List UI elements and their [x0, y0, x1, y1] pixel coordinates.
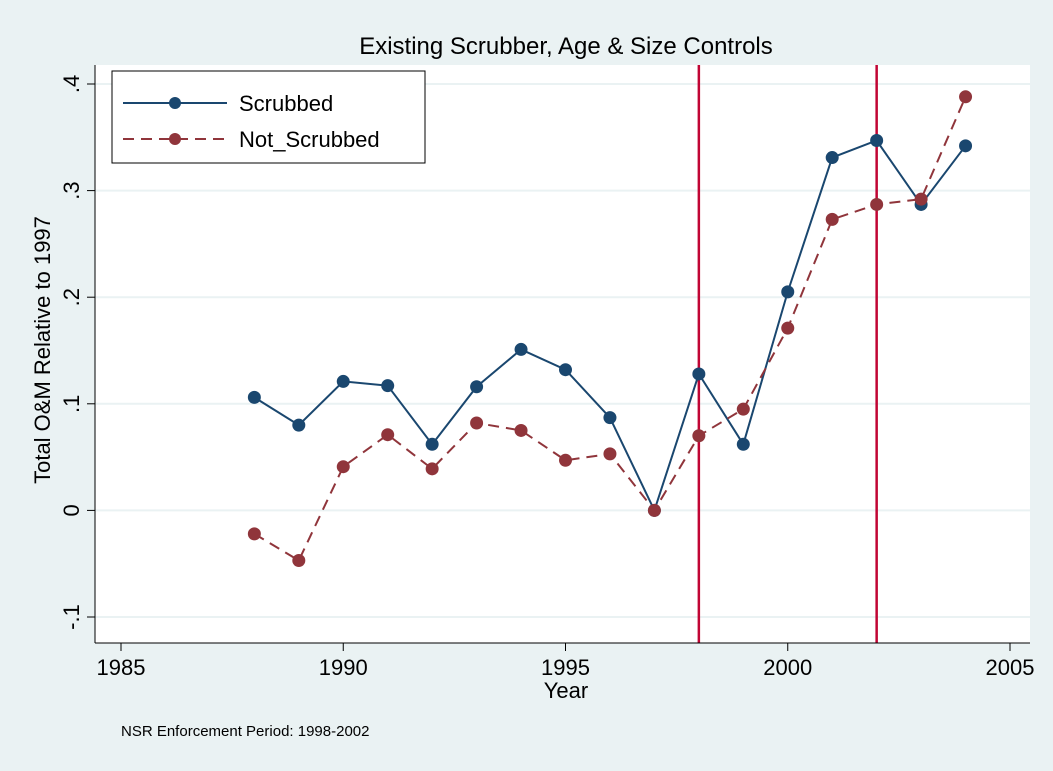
data-point-scrubbed [247, 390, 261, 404]
data-point-not-scrubbed [692, 429, 706, 443]
data-point-not-scrubbed [736, 402, 750, 416]
x-tick-label: 1995 [541, 655, 590, 680]
data-point-scrubbed [514, 342, 528, 356]
data-point-not-scrubbed [959, 90, 973, 104]
data-point-scrubbed [336, 374, 350, 388]
data-point-scrubbed [381, 379, 395, 393]
legend-label-not-scrubbed: Not_Scrubbed [239, 127, 380, 152]
data-point-scrubbed [870, 133, 884, 147]
x-tick-label: 2005 [986, 655, 1035, 680]
y-tick-label: .3 [59, 181, 84, 199]
data-point-scrubbed [559, 363, 572, 377]
y-tick-label: .4 [59, 75, 84, 93]
legend-key-marker-scrubbed [169, 97, 181, 109]
legend-key-marker-not-scrubbed [169, 133, 181, 145]
data-point-not-scrubbed [381, 428, 395, 442]
data-point-not-scrubbed [914, 192, 928, 206]
series-layer [247, 90, 973, 568]
legend-label-scrubbed: Scrubbed [239, 91, 333, 116]
chart-title: Existing Scrubber, Age & Size Controls [359, 33, 773, 60]
y-axis-label: Total O&M Relative to 1997 [30, 216, 55, 484]
data-point-scrubbed [736, 437, 750, 451]
data-point-scrubbed [603, 411, 617, 425]
y-tick-label: -.1 [59, 604, 84, 630]
data-point-scrubbed [292, 418, 306, 432]
legend-box [111, 70, 426, 164]
data-point-not-scrubbed [336, 460, 350, 474]
legend: Scrubbed Not_Scrubbed [111, 70, 426, 164]
y-tick-label: 0 [59, 504, 84, 516]
data-point-scrubbed [781, 285, 795, 299]
data-point-scrubbed [470, 380, 484, 394]
x-tick-label: 1985 [97, 655, 146, 680]
data-point-not-scrubbed [870, 197, 884, 211]
x-tick-label: 1990 [319, 655, 368, 680]
y-tick-label: .1 [59, 395, 84, 413]
data-point-not-scrubbed [781, 321, 795, 335]
data-point-not-scrubbed [514, 423, 528, 437]
data-point-not-scrubbed [825, 212, 839, 226]
chart-note: NSR Enforcement Period: 1998-2002 [121, 723, 369, 740]
data-point-not-scrubbed [247, 527, 261, 541]
y-tick-label: .2 [59, 288, 84, 306]
data-point-scrubbed [692, 367, 706, 381]
data-point-not-scrubbed [292, 554, 306, 568]
data-point-not-scrubbed [470, 416, 484, 430]
reference-lines [697, 65, 878, 643]
axes: -.1 0 .1 .2 .3 .4 1985 1990 1995 2000 2005 [59, 65, 1034, 680]
data-point-not-scrubbed [559, 453, 572, 467]
data-point-scrubbed [425, 437, 439, 451]
x-axis-label: Year [544, 678, 588, 703]
data-point-not-scrubbed [603, 447, 617, 461]
data-point-scrubbed [825, 151, 839, 165]
grid-layer [95, 83, 1030, 618]
data-point-scrubbed [959, 139, 973, 153]
data-point-not-scrubbed [425, 462, 439, 476]
data-point-not-scrubbed [647, 503, 661, 517]
x-tick-label: 2000 [763, 655, 812, 680]
